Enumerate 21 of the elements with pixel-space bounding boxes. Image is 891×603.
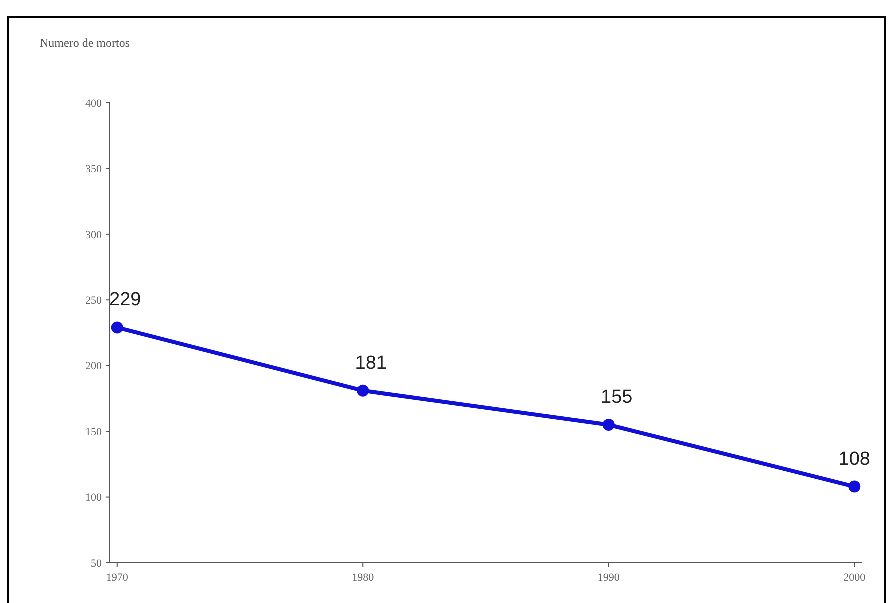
y-tick-label: 400 xyxy=(86,98,102,110)
y-tick-label: 50 xyxy=(91,558,102,570)
y-tick-label: 100 xyxy=(86,492,102,504)
y-axis-title: Numero de mortos xyxy=(40,36,130,50)
x-tick-label: 1980 xyxy=(352,572,375,584)
data-label: 229 xyxy=(110,290,142,311)
data-label: 108 xyxy=(838,448,870,470)
x-tick-label: 1970 xyxy=(106,572,129,584)
y-tick-label: 200 xyxy=(86,360,102,373)
y-tick-label: 150 xyxy=(86,426,102,438)
data-label: 181 xyxy=(355,352,387,374)
y-tick-label: 250 xyxy=(86,294,102,307)
point xyxy=(602,419,615,431)
x-tick-label: 2000 xyxy=(844,572,866,584)
x-tick-label: 1990 xyxy=(598,572,620,584)
y-tick-label: 300 xyxy=(86,229,102,242)
point xyxy=(848,480,861,493)
point xyxy=(357,384,370,397)
y-tick-label: 350 xyxy=(86,164,102,176)
data-label: 155 xyxy=(601,387,633,408)
point xyxy=(111,322,124,334)
